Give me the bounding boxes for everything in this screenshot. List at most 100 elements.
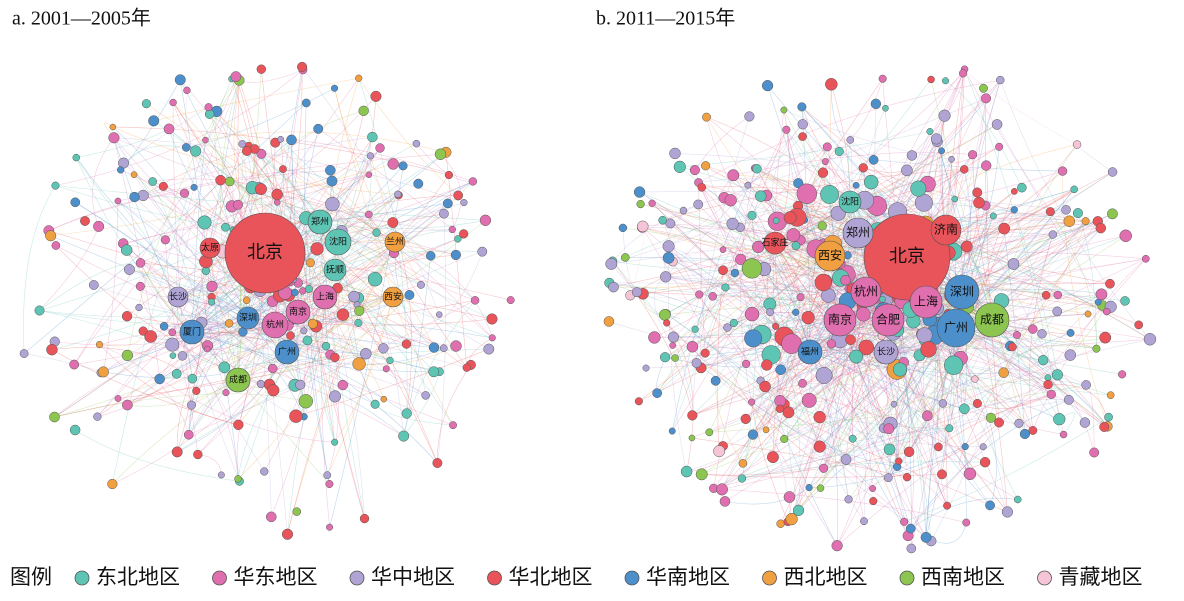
edge (224, 174, 450, 368)
edge (936, 138, 995, 324)
node (398, 430, 410, 442)
edge (784, 403, 984, 448)
node (782, 406, 795, 419)
edge (220, 80, 240, 252)
edge (772, 124, 803, 221)
node (821, 158, 829, 166)
edge (73, 128, 319, 365)
node (775, 404, 784, 413)
node (1013, 331, 1021, 339)
node (486, 313, 498, 325)
node (439, 208, 449, 219)
edge (113, 137, 456, 256)
node (1064, 349, 1077, 361)
node (719, 246, 727, 253)
node (665, 218, 676, 229)
edge (297, 311, 435, 348)
node (297, 61, 308, 72)
edge (143, 136, 373, 196)
node (51, 241, 61, 250)
edge (129, 269, 391, 361)
edge (140, 96, 377, 264)
edge (809, 322, 995, 353)
edge (319, 220, 486, 230)
edge (848, 294, 1102, 500)
city-node (285, 299, 311, 325)
node (815, 366, 833, 384)
edge (406, 251, 483, 345)
node (669, 147, 681, 160)
edge (304, 296, 326, 402)
edge (872, 319, 993, 489)
node (783, 211, 797, 225)
edge (785, 297, 801, 511)
edge (277, 194, 377, 233)
edge (1029, 234, 1054, 431)
node (325, 196, 340, 212)
edge (911, 79, 1001, 232)
city-label: 深圳 (239, 313, 257, 324)
node (352, 357, 366, 371)
edge (977, 394, 1052, 409)
edge (334, 269, 454, 426)
edge (809, 351, 971, 474)
node (662, 251, 675, 264)
legend-label: 华东地区 (234, 565, 318, 589)
edge (1000, 79, 1151, 340)
node (135, 258, 146, 268)
node (179, 188, 190, 198)
node (688, 434, 696, 442)
node (792, 504, 805, 516)
node (820, 185, 839, 204)
edge (117, 200, 249, 319)
node (120, 244, 133, 256)
node (256, 379, 265, 389)
city-label: 北京 (247, 242, 283, 263)
node (337, 379, 349, 391)
edge (159, 378, 335, 443)
node (723, 323, 732, 332)
node (372, 228, 381, 237)
node (1037, 329, 1047, 339)
edge (153, 77, 359, 122)
edge (836, 333, 922, 546)
edge (904, 416, 1109, 523)
node (34, 305, 45, 316)
edge (752, 338, 838, 546)
node (761, 359, 773, 371)
node (232, 199, 243, 210)
node (814, 273, 832, 292)
node (298, 394, 313, 409)
node (442, 198, 453, 209)
node (1134, 320, 1144, 330)
node (667, 331, 679, 343)
edge (117, 153, 441, 202)
edge (641, 227, 838, 546)
edge (1076, 144, 1113, 173)
node (413, 178, 424, 189)
node (121, 349, 134, 362)
node (306, 258, 315, 268)
node (313, 123, 324, 134)
edge (706, 117, 801, 298)
edge (195, 150, 234, 207)
edge (248, 145, 493, 339)
node (662, 240, 675, 253)
edge (188, 331, 244, 435)
edge (48, 192, 185, 231)
node (748, 398, 756, 406)
node (741, 258, 762, 279)
node (387, 158, 399, 170)
node (1051, 369, 1063, 381)
edge (1077, 212, 1097, 349)
edge (112, 379, 239, 485)
node (238, 140, 247, 148)
edge (953, 213, 1113, 254)
node (1013, 495, 1022, 504)
node (906, 543, 917, 554)
edge (39, 310, 230, 326)
node (130, 171, 138, 178)
edge (113, 137, 465, 203)
node (70, 197, 81, 208)
legend-swatch (349, 570, 365, 586)
